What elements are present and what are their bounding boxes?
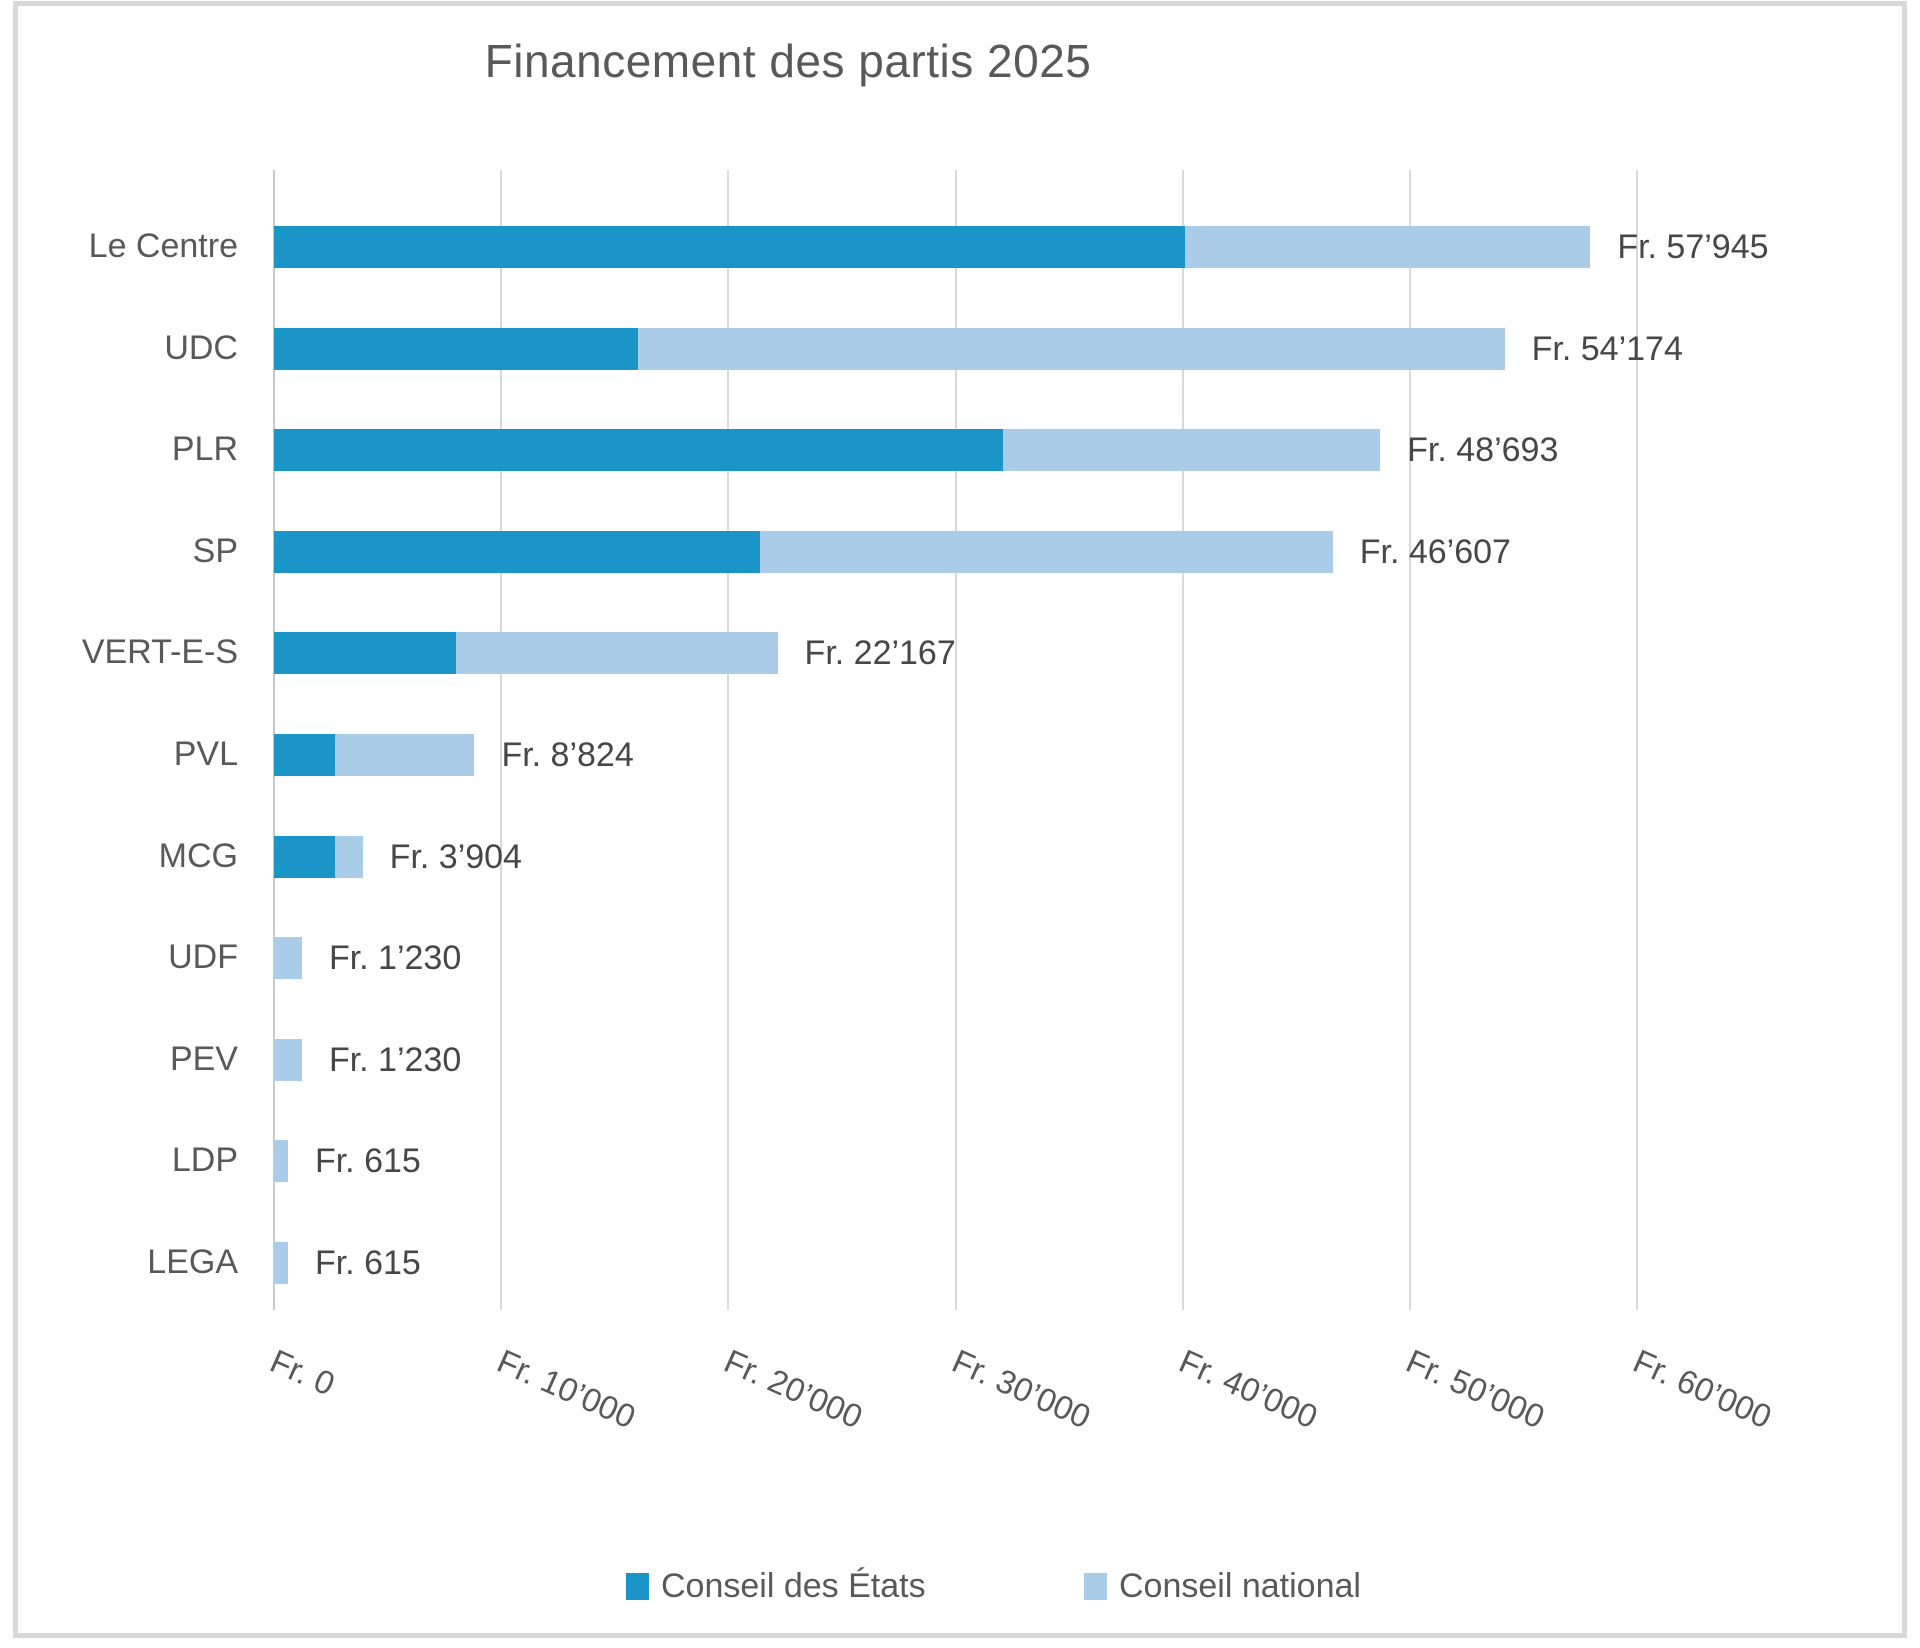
category-label: Le Centre bbox=[88, 227, 238, 265]
gridline bbox=[1408, 170, 1411, 1310]
legend-item-conseil-des-etats: Conseil des États bbox=[626, 1567, 926, 1606]
gridline bbox=[1181, 170, 1184, 1310]
category-label: LDP bbox=[171, 1141, 238, 1180]
category-label: UDC bbox=[164, 328, 238, 367]
bar-segment-conseil-des-etats bbox=[274, 429, 1003, 472]
x-tick-label: Fr. 10’000 bbox=[492, 1342, 642, 1436]
category-label: PLR bbox=[171, 430, 238, 469]
bar-segment-conseil-national bbox=[334, 734, 475, 776]
category-label: PEV bbox=[169, 1039, 238, 1078]
x-tick-label: Fr. 0 bbox=[264, 1342, 341, 1403]
category-label: PVL bbox=[173, 735, 238, 773]
value-label: Fr. 22’167 bbox=[804, 634, 956, 673]
legend-item-conseil-national: Conseil national bbox=[1084, 1567, 1361, 1606]
bar-segment-conseil-des-etats bbox=[274, 734, 335, 776]
bar-segment-conseil-des-etats bbox=[274, 835, 335, 878]
value-label: Fr. 57’945 bbox=[1617, 228, 1769, 266]
legend-swatch-icon bbox=[626, 1573, 649, 1600]
bar-segment-conseil-national bbox=[638, 327, 1505, 370]
value-label: Fr. 54’174 bbox=[1531, 329, 1683, 368]
bar-segment-conseil-national bbox=[1002, 429, 1381, 472]
x-tick-label: Fr. 60’000 bbox=[1627, 1342, 1778, 1436]
bar-segment-conseil-des-etats bbox=[274, 530, 760, 573]
gridline bbox=[954, 170, 957, 1310]
bar-segment-conseil-des-etats bbox=[274, 632, 457, 675]
category-label: VERT-E-S bbox=[81, 633, 238, 672]
bar-segment-conseil-des-etats bbox=[274, 327, 639, 370]
value-label: Fr. 48’693 bbox=[1407, 431, 1559, 470]
value-label: Fr. 8’824 bbox=[501, 736, 634, 774]
bar-segment-conseil-national bbox=[1185, 226, 1591, 268]
bar-segment-conseil-national bbox=[334, 835, 363, 878]
legend-label: Conseil national bbox=[1119, 1567, 1361, 1605]
bar-segment-conseil-des-etats bbox=[274, 226, 1186, 268]
bar-segment-conseil-national bbox=[759, 530, 1333, 573]
bar-segment-conseil-national bbox=[274, 1140, 288, 1183]
value-label: Fr. 3’904 bbox=[389, 837, 522, 876]
legend-swatch-icon bbox=[1084, 1573, 1107, 1600]
bar-segment-conseil-national bbox=[456, 632, 778, 675]
category-label: UDF bbox=[168, 938, 238, 977]
bar-segment-conseil-national bbox=[274, 1242, 288, 1284]
legend-label: Conseil des États bbox=[661, 1567, 926, 1605]
bar-segment-conseil-national bbox=[274, 1038, 302, 1081]
gridline bbox=[1636, 170, 1638, 1310]
x-tick-label: Fr. 20’000 bbox=[719, 1342, 869, 1436]
category-label: LEGA bbox=[147, 1243, 238, 1281]
value-label: Fr. 1’230 bbox=[328, 1040, 462, 1079]
gridline bbox=[727, 170, 730, 1310]
value-label: Fr. 1’230 bbox=[328, 939, 462, 978]
category-label: MCG bbox=[158, 836, 238, 875]
chart-title: Financement des partis 2025 bbox=[484, 35, 1092, 87]
bar-segment-conseil-national bbox=[274, 937, 302, 980]
x-tick-label: Fr. 30’000 bbox=[946, 1342, 1096, 1436]
x-tick-label: Fr. 40’000 bbox=[1173, 1342, 1323, 1436]
value-label: Fr. 615 bbox=[314, 1142, 421, 1181]
value-label: Fr. 615 bbox=[314, 1244, 421, 1282]
gridline bbox=[500, 170, 503, 1310]
x-tick-label: Fr. 50’000 bbox=[1400, 1342, 1550, 1436]
value-label: Fr. 46’607 bbox=[1359, 532, 1511, 571]
category-label: SP bbox=[192, 531, 238, 570]
